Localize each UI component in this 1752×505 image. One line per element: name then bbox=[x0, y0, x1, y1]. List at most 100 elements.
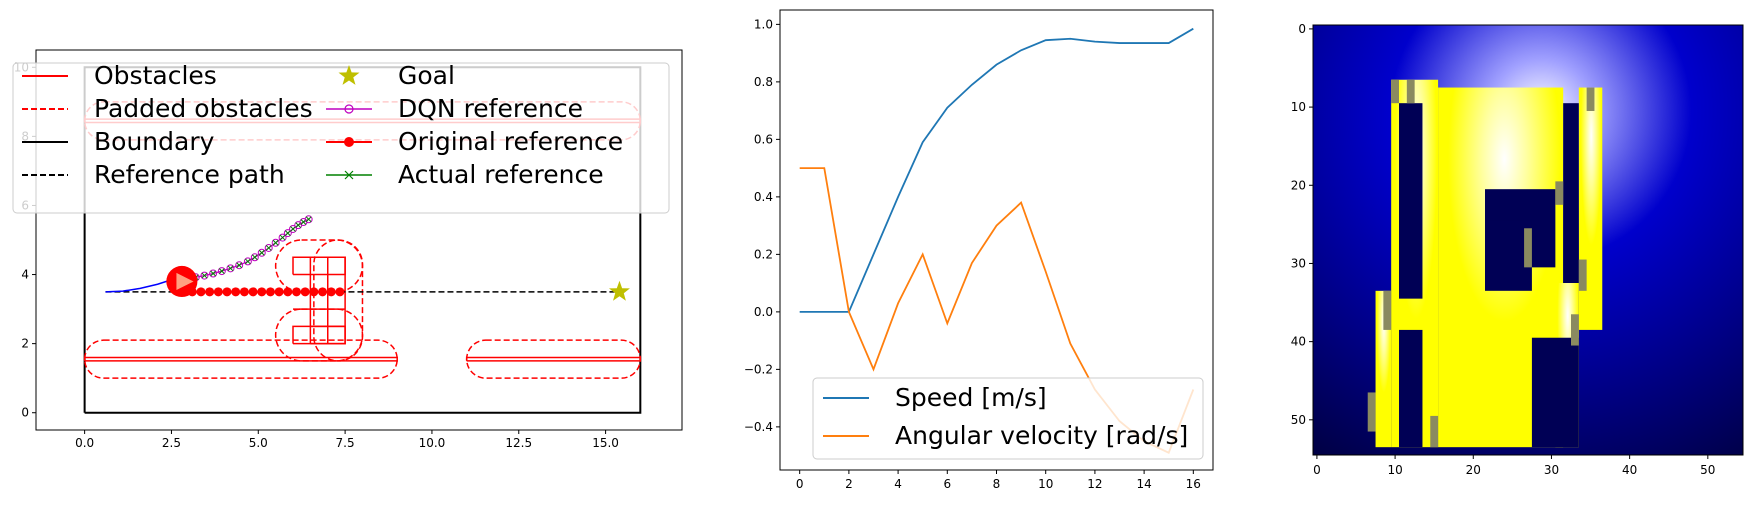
x-tick-label: 15.0 bbox=[592, 436, 619, 450]
dqn-reference-point bbox=[250, 253, 259, 262]
legend-entries: Speed [m/s] Angular velocity [rad/s] bbox=[823, 383, 1188, 450]
actual-reference-point bbox=[305, 216, 312, 223]
original-reference-point bbox=[274, 287, 284, 297]
image-ticks: 0 10 20 30 40 50 0 10 20 30 40 50 bbox=[1291, 22, 1716, 477]
legend-box bbox=[12, 62, 670, 214]
edge-cell bbox=[1555, 181, 1564, 205]
dqn-reference-point bbox=[271, 238, 280, 247]
dqn-reference-point bbox=[243, 257, 252, 266]
actual-reference-point bbox=[265, 245, 272, 251]
x-tick-label: 10 bbox=[1038, 477, 1053, 491]
x-tick-label: 10.0 bbox=[419, 436, 446, 450]
free-region bbox=[1399, 103, 1423, 299]
edge-cell bbox=[1391, 79, 1399, 104]
dqn-reference-point bbox=[257, 248, 266, 257]
y-tick-label: 0.6 bbox=[754, 132, 773, 146]
original-reference-point bbox=[231, 287, 241, 297]
original-reference-point bbox=[239, 287, 249, 297]
legend-entries: Obstacles Padded obstacles Boundary Referen… bbox=[22, 61, 623, 189]
original-reference-point bbox=[309, 287, 319, 297]
actual-reference-point bbox=[218, 268, 225, 274]
actual-reference-point bbox=[236, 262, 243, 269]
legend-label: Original reference bbox=[398, 127, 623, 156]
y-tick-label: −0.2 bbox=[744, 362, 773, 376]
y-tick-label: 1.0 bbox=[754, 17, 773, 31]
dqn-reference-point bbox=[235, 261, 244, 270]
edge-cell bbox=[1406, 79, 1415, 104]
edge-cell bbox=[1367, 392, 1376, 432]
y-tick-label: 0.0 bbox=[754, 305, 773, 319]
dqn-reference-point bbox=[278, 233, 287, 242]
y-tick-label: 2 bbox=[21, 337, 29, 351]
original-reference-point bbox=[318, 287, 328, 297]
actual-reference-point bbox=[258, 249, 265, 256]
legend-box bbox=[812, 377, 1204, 460]
original-reference-point bbox=[222, 287, 232, 297]
legend-label: DQN reference bbox=[398, 94, 583, 123]
dqn-reference-point bbox=[304, 215, 313, 224]
actual-reference-point bbox=[272, 239, 279, 246]
x-tick-label: 0.0 bbox=[75, 436, 94, 450]
y-tick-label: 4 bbox=[21, 268, 29, 282]
series-line bbox=[799, 27, 1194, 313]
legend-label: Actual reference bbox=[398, 160, 604, 189]
original-reference-point bbox=[326, 287, 336, 297]
y-tick-label: 10 bbox=[1291, 100, 1306, 114]
edge-cell bbox=[1586, 87, 1595, 111]
legend-label: Goal bbox=[398, 61, 455, 90]
x-tick-label: 8 bbox=[993, 477, 1001, 491]
legend-label: Speed [m/s] bbox=[895, 383, 1047, 412]
occupied-region bbox=[1578, 87, 1603, 330]
dqn-reference-point bbox=[217, 267, 226, 276]
actual-reference-point bbox=[245, 258, 251, 265]
actual-reference-point bbox=[279, 234, 286, 241]
actual-reference-point bbox=[290, 226, 296, 232]
image-content bbox=[1313, 25, 1743, 455]
x-tick-label: 30 bbox=[1544, 463, 1559, 477]
legend-marker bbox=[344, 137, 354, 147]
actual-reference-point bbox=[284, 230, 291, 236]
actual-reference-point bbox=[201, 272, 208, 279]
x-tick-label: 50 bbox=[1700, 463, 1715, 477]
actual-reference-point bbox=[210, 270, 216, 277]
x-tick-label: 20 bbox=[1466, 463, 1481, 477]
free-region bbox=[1485, 220, 1532, 291]
dqn-reference-point bbox=[200, 271, 209, 280]
y-tick-label: 0 bbox=[1298, 22, 1306, 36]
actual-reference-point bbox=[251, 254, 258, 261]
padded-obstacle bbox=[83, 339, 398, 379]
y-tick-label: 40 bbox=[1291, 335, 1306, 349]
original-reference-point bbox=[283, 287, 293, 297]
free-region bbox=[1399, 329, 1423, 448]
dqn-reference-point bbox=[289, 224, 298, 233]
dqn-reference-point bbox=[283, 229, 292, 238]
legend-marker bbox=[344, 104, 354, 114]
image-cells bbox=[1367, 79, 1603, 448]
image-axes-frame bbox=[1312, 24, 1744, 456]
x-tick-label: 2.5 bbox=[162, 436, 181, 450]
legend-marker bbox=[344, 170, 354, 180]
edge-cell bbox=[1383, 290, 1392, 330]
original-reference-point bbox=[205, 287, 215, 297]
x-tick-label: 0 bbox=[1313, 463, 1321, 477]
obstacle-outline bbox=[83, 356, 398, 362]
x-tick-label: 5.0 bbox=[249, 436, 268, 450]
free-region bbox=[1563, 103, 1579, 283]
y-tick-label: 20 bbox=[1291, 178, 1306, 192]
x-tick-label: 12.5 bbox=[505, 436, 532, 450]
y-tick-label: 0.2 bbox=[754, 247, 773, 261]
y-tick-label: −0.4 bbox=[744, 420, 773, 434]
original-reference-point bbox=[213, 287, 223, 297]
original-reference-point bbox=[335, 287, 345, 297]
edge-cell bbox=[1578, 259, 1587, 291]
original-reference-point bbox=[300, 287, 310, 297]
edge-cell bbox=[1524, 228, 1532, 268]
legend-label: Reference path bbox=[94, 160, 285, 189]
actual-reference-point bbox=[227, 265, 234, 272]
original-reference-point bbox=[257, 287, 267, 297]
obstacle-outline bbox=[465, 356, 642, 362]
legend-label: Angular velocity [rad/s] bbox=[895, 421, 1188, 450]
legend-label: Obstacles bbox=[94, 61, 217, 90]
robot-heading-icon bbox=[176, 272, 194, 291]
